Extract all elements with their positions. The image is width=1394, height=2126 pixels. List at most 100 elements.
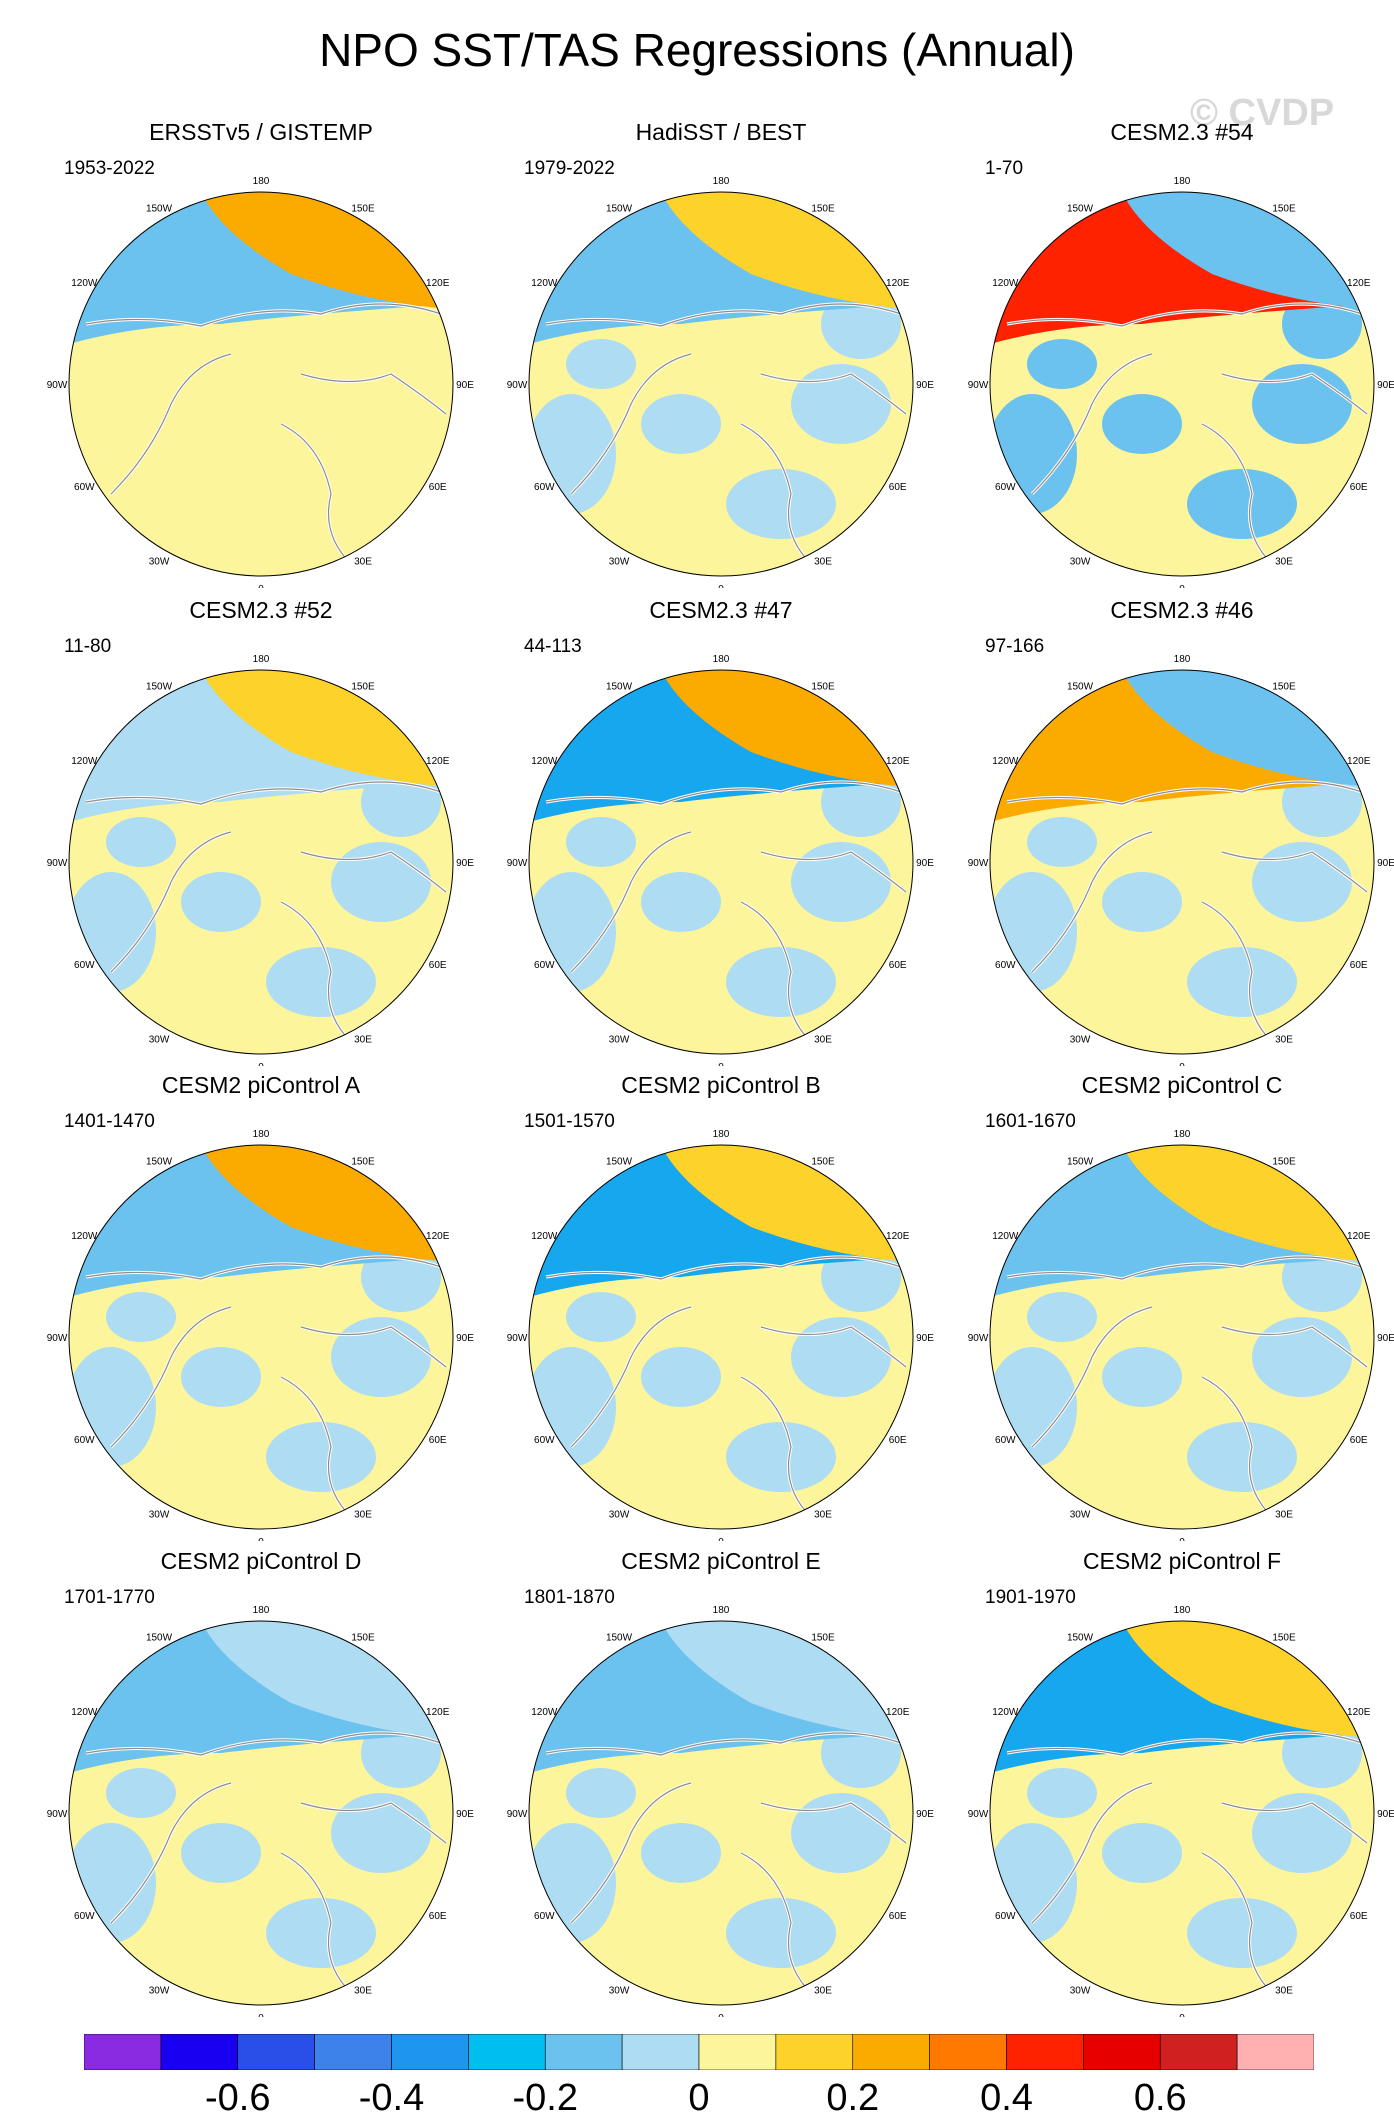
map-boundary (68, 1620, 454, 2006)
longitude-label: 30W (149, 1986, 170, 1997)
longitude-label: 60W (534, 1435, 555, 1446)
longitude-label: 90E (456, 380, 474, 391)
longitude-label: 180 (253, 1129, 270, 1140)
longitude-label: 120E (886, 1707, 910, 1718)
panel-title: CESM2 piControl D (160, 1548, 362, 1574)
colorbar-tick-label: -0.4 (358, 2077, 425, 2119)
coastlines (545, 780, 907, 1044)
anomaly-patch (266, 1422, 376, 1492)
longitude-label: 90W (507, 1333, 528, 1344)
map-panel: CESM2 piControl A 1401-1470 180 150E 120E 90E… (46, 1071, 476, 1541)
longitude-label: 90E (1377, 1809, 1394, 1820)
panel-period: 1801-1870 (524, 1587, 615, 1608)
polar-map: 180 150E 120E 90E 60E 30E 0 30W 60W 90W 120W 150W (507, 1605, 935, 2017)
longitude-label: 180 (253, 176, 270, 187)
anomaly-patch (1187, 1422, 1297, 1492)
anomaly-patch (641, 872, 721, 932)
map-panel: ERSSTv5 / GISTEMP 1953-2022 180 150E 120E 90E… (46, 118, 476, 588)
colorbar-swatch (1236, 2034, 1314, 2070)
longitude-label: 150E (1272, 681, 1296, 692)
longitude-label: 0 (718, 2013, 724, 2017)
longitude-label: 0 (718, 1062, 724, 1066)
longitude-label: 90W (968, 380, 989, 391)
longitude-label: 150W (606, 1632, 633, 1643)
longitude-label: 150W (1067, 681, 1094, 692)
longitude-label: 120E (1347, 756, 1371, 767)
longitude-label: 180 (713, 654, 730, 665)
map-panel: CESM2.3 #47 44-113 180 150E 120E 90E 60E 30E 0 30… (506, 596, 936, 1066)
longitude-label: 60E (1350, 1911, 1368, 1922)
longitude-label: 90W (47, 380, 68, 391)
polar-map: 180 150E 120E 90E 60E 30E 0 30W 60W 90W 120W 150W (968, 1605, 1394, 2017)
anomaly-patch (566, 1292, 636, 1342)
coastlines (85, 780, 447, 1044)
polar-map: 180 150E 120E 90E 60E 30E 0 30W 60W 90W 120W 150W (507, 654, 935, 1066)
longitude-label: 150W (606, 1156, 633, 1167)
anomaly-patch (641, 1347, 721, 1407)
anomaly-patch (106, 1768, 176, 1818)
longitude-label: 30W (609, 557, 630, 568)
longitude-label: 90W (507, 380, 528, 391)
panel-period: 1701-1770 (64, 1587, 155, 1608)
map-boundary (528, 1144, 914, 1530)
longitude-label: 30E (354, 1510, 372, 1521)
longitude-label: 180 (1174, 1129, 1191, 1140)
longitude-label: 90E (456, 858, 474, 869)
colorbar-tick-label: -0.2 (512, 2077, 578, 2119)
longitude-label: 60W (74, 1435, 95, 1446)
map-panel: CESM2 piControl E 1801-1870 180 150E 120E 90E… (506, 1547, 936, 2017)
longitude-label: 90W (507, 858, 528, 869)
anomaly-patch (566, 817, 636, 867)
polar-map: 180 150E 120E 90E 60E 30E 0 30W 60W 90W 120W 150W (507, 1129, 935, 1541)
longitude-label: 120W (71, 1231, 98, 1242)
longitude-label: 150E (1272, 203, 1296, 214)
longitude-label: 60W (995, 1911, 1016, 1922)
longitude-label: 60E (889, 482, 907, 493)
longitude-label: 30W (149, 1035, 170, 1046)
anomaly-patch (641, 394, 721, 454)
longitude-label: 120W (992, 756, 1019, 767)
coastlines (85, 1731, 447, 1995)
longitude-label: 30E (814, 1510, 832, 1521)
anomaly-patch (1027, 339, 1097, 389)
longitude-label: 0 (258, 584, 264, 588)
anomaly-patch (181, 872, 261, 932)
longitude-label: 60E (889, 1435, 907, 1446)
longitude-label: 150W (1067, 1632, 1094, 1643)
anomaly-patch (1102, 872, 1182, 932)
longitude-label: 150W (146, 1632, 173, 1643)
longitude-label: 60E (429, 1911, 447, 1922)
polar-map: 180 150E 120E 90E 60E 30E 0 30W 60W 90W 120W 150W (47, 654, 475, 1066)
longitude-label: 60W (534, 960, 555, 971)
polar-map: 180 150E 120E 90E 60E 30E 0 30W 60W 90W 120W 150W (47, 1605, 475, 2017)
longitude-label: 150W (1067, 203, 1094, 214)
longitude-label: 30E (354, 1035, 372, 1046)
panel-title: CESM2 piControl B (621, 1072, 821, 1098)
longitude-label: 60E (889, 1911, 907, 1922)
panel-title: CESM2 piControl A (161, 1072, 361, 1098)
polar-map: 180 150E 120E 90E 60E 30E 0 30W 60W 90W 120W 150W (47, 176, 475, 588)
panel-period: 1401-1470 (64, 1111, 155, 1132)
anomaly-patch (566, 339, 636, 389)
anomaly-patch (1187, 469, 1297, 539)
longitude-label: 120E (426, 1707, 450, 1718)
longitude-label: 90E (916, 380, 934, 391)
coastlines (85, 1255, 447, 1519)
panel-period: 97-166 (985, 636, 1045, 657)
map-panel: CESM2 piControl D 1701-1770 180 150E 120E 90E… (46, 1547, 476, 2017)
colorbar-swatch (237, 2034, 315, 2070)
longitude-label: 30E (814, 1035, 832, 1046)
panel-period: 1601-1670 (985, 1111, 1076, 1132)
map-boundary (68, 669, 454, 1055)
longitude-label: 120E (1347, 1707, 1371, 1718)
longitude-label: 150E (811, 1156, 835, 1167)
panel-title: CESM2.3 #52 (189, 597, 333, 623)
panel-title: CESM2.3 #47 (649, 597, 793, 623)
longitude-label: 30W (149, 1510, 170, 1521)
longitude-label: 120W (71, 1707, 98, 1718)
longitude-label: 120W (71, 278, 98, 289)
anomaly-patch (1102, 394, 1182, 454)
longitude-label: 120W (71, 756, 98, 767)
watermark: © CVDP (1190, 92, 1335, 134)
longitude-label: 30W (1070, 1035, 1091, 1046)
